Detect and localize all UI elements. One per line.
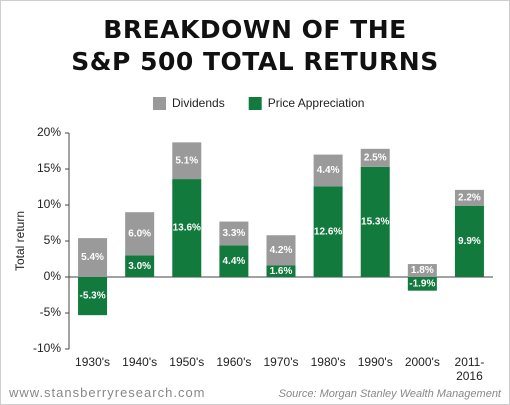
- bar: [125, 212, 155, 256]
- y-tick-label: 5%: [44, 233, 62, 247]
- x-tick-label: 1990's: [357, 355, 393, 369]
- value-label: 1.8%: [411, 265, 434, 276]
- x-tick-label: 1930's: [75, 355, 111, 369]
- y-axis-label: Total return: [13, 211, 27, 271]
- bar: [125, 255, 155, 277]
- bar: [407, 277, 437, 291]
- bar: [172, 179, 202, 277]
- value-label: 4.4%: [222, 256, 245, 267]
- x-tick-label: 1940's: [122, 355, 158, 369]
- y-tick-label: -10%: [33, 341, 61, 355]
- y-tick-label: 10%: [37, 197, 61, 211]
- x-tick-label: 1980's: [310, 355, 346, 369]
- x-tick-label: 1950's: [169, 355, 205, 369]
- value-label: -1.9%: [409, 278, 435, 289]
- bar: [407, 264, 437, 277]
- bar: [266, 265, 296, 277]
- bar: [454, 205, 484, 277]
- value-label: 4.2%: [270, 245, 293, 256]
- value-label: 1.6%: [270, 266, 293, 277]
- value-label: 2.5%: [364, 152, 387, 163]
- value-label: 3.3%: [222, 228, 245, 239]
- x-tick-label: 2000's: [404, 355, 440, 369]
- value-label: 2.2%: [458, 192, 481, 203]
- value-label: 4.4%: [317, 165, 340, 176]
- bar: [219, 221, 249, 246]
- value-label: 9.9%: [458, 236, 481, 247]
- bar: [172, 142, 202, 180]
- source: Source: Morgan Stanley Wealth Management: [278, 388, 501, 400]
- legend-swatch: [248, 97, 262, 110]
- legend-label: Dividends: [172, 96, 225, 110]
- bar: [266, 235, 296, 266]
- x-tick-label: 1960's: [216, 355, 252, 369]
- value-label: 15.3%: [361, 217, 389, 228]
- value-label: 5.4%: [81, 252, 104, 263]
- bar: [360, 148, 390, 167]
- bar: [360, 166, 390, 277]
- bar: [454, 189, 484, 206]
- bar: [78, 238, 108, 277]
- y-tick-label: 0%: [44, 269, 62, 283]
- x-tick-label: 2011-2016: [454, 355, 485, 383]
- y-tick-label: 15%: [37, 161, 61, 175]
- legend-swatch: [153, 97, 166, 110]
- value-label: 5.1%: [175, 155, 198, 166]
- value-label: 3.0%: [128, 261, 151, 272]
- y-tick-label: -5%: [40, 305, 62, 319]
- x-tick-label: 1970's: [263, 355, 299, 369]
- chart-title: S&P 500 TOTAL RETURNS: [71, 47, 439, 76]
- bar: [78, 277, 108, 316]
- legend-label: Price Appreciation: [268, 96, 365, 110]
- value-label: 6.0%: [128, 228, 151, 239]
- bar: [219, 245, 249, 277]
- chart-title: BREAKDOWN OF THE: [103, 15, 407, 44]
- y-tick-label: 20%: [37, 125, 61, 139]
- website: www.stansberryresearch.com: [9, 385, 206, 400]
- bar: [313, 154, 343, 187]
- value-label: 13.6%: [173, 223, 201, 234]
- value-label: -5.3%: [79, 291, 105, 302]
- bar: [313, 186, 343, 277]
- value-label: 12.6%: [314, 226, 342, 237]
